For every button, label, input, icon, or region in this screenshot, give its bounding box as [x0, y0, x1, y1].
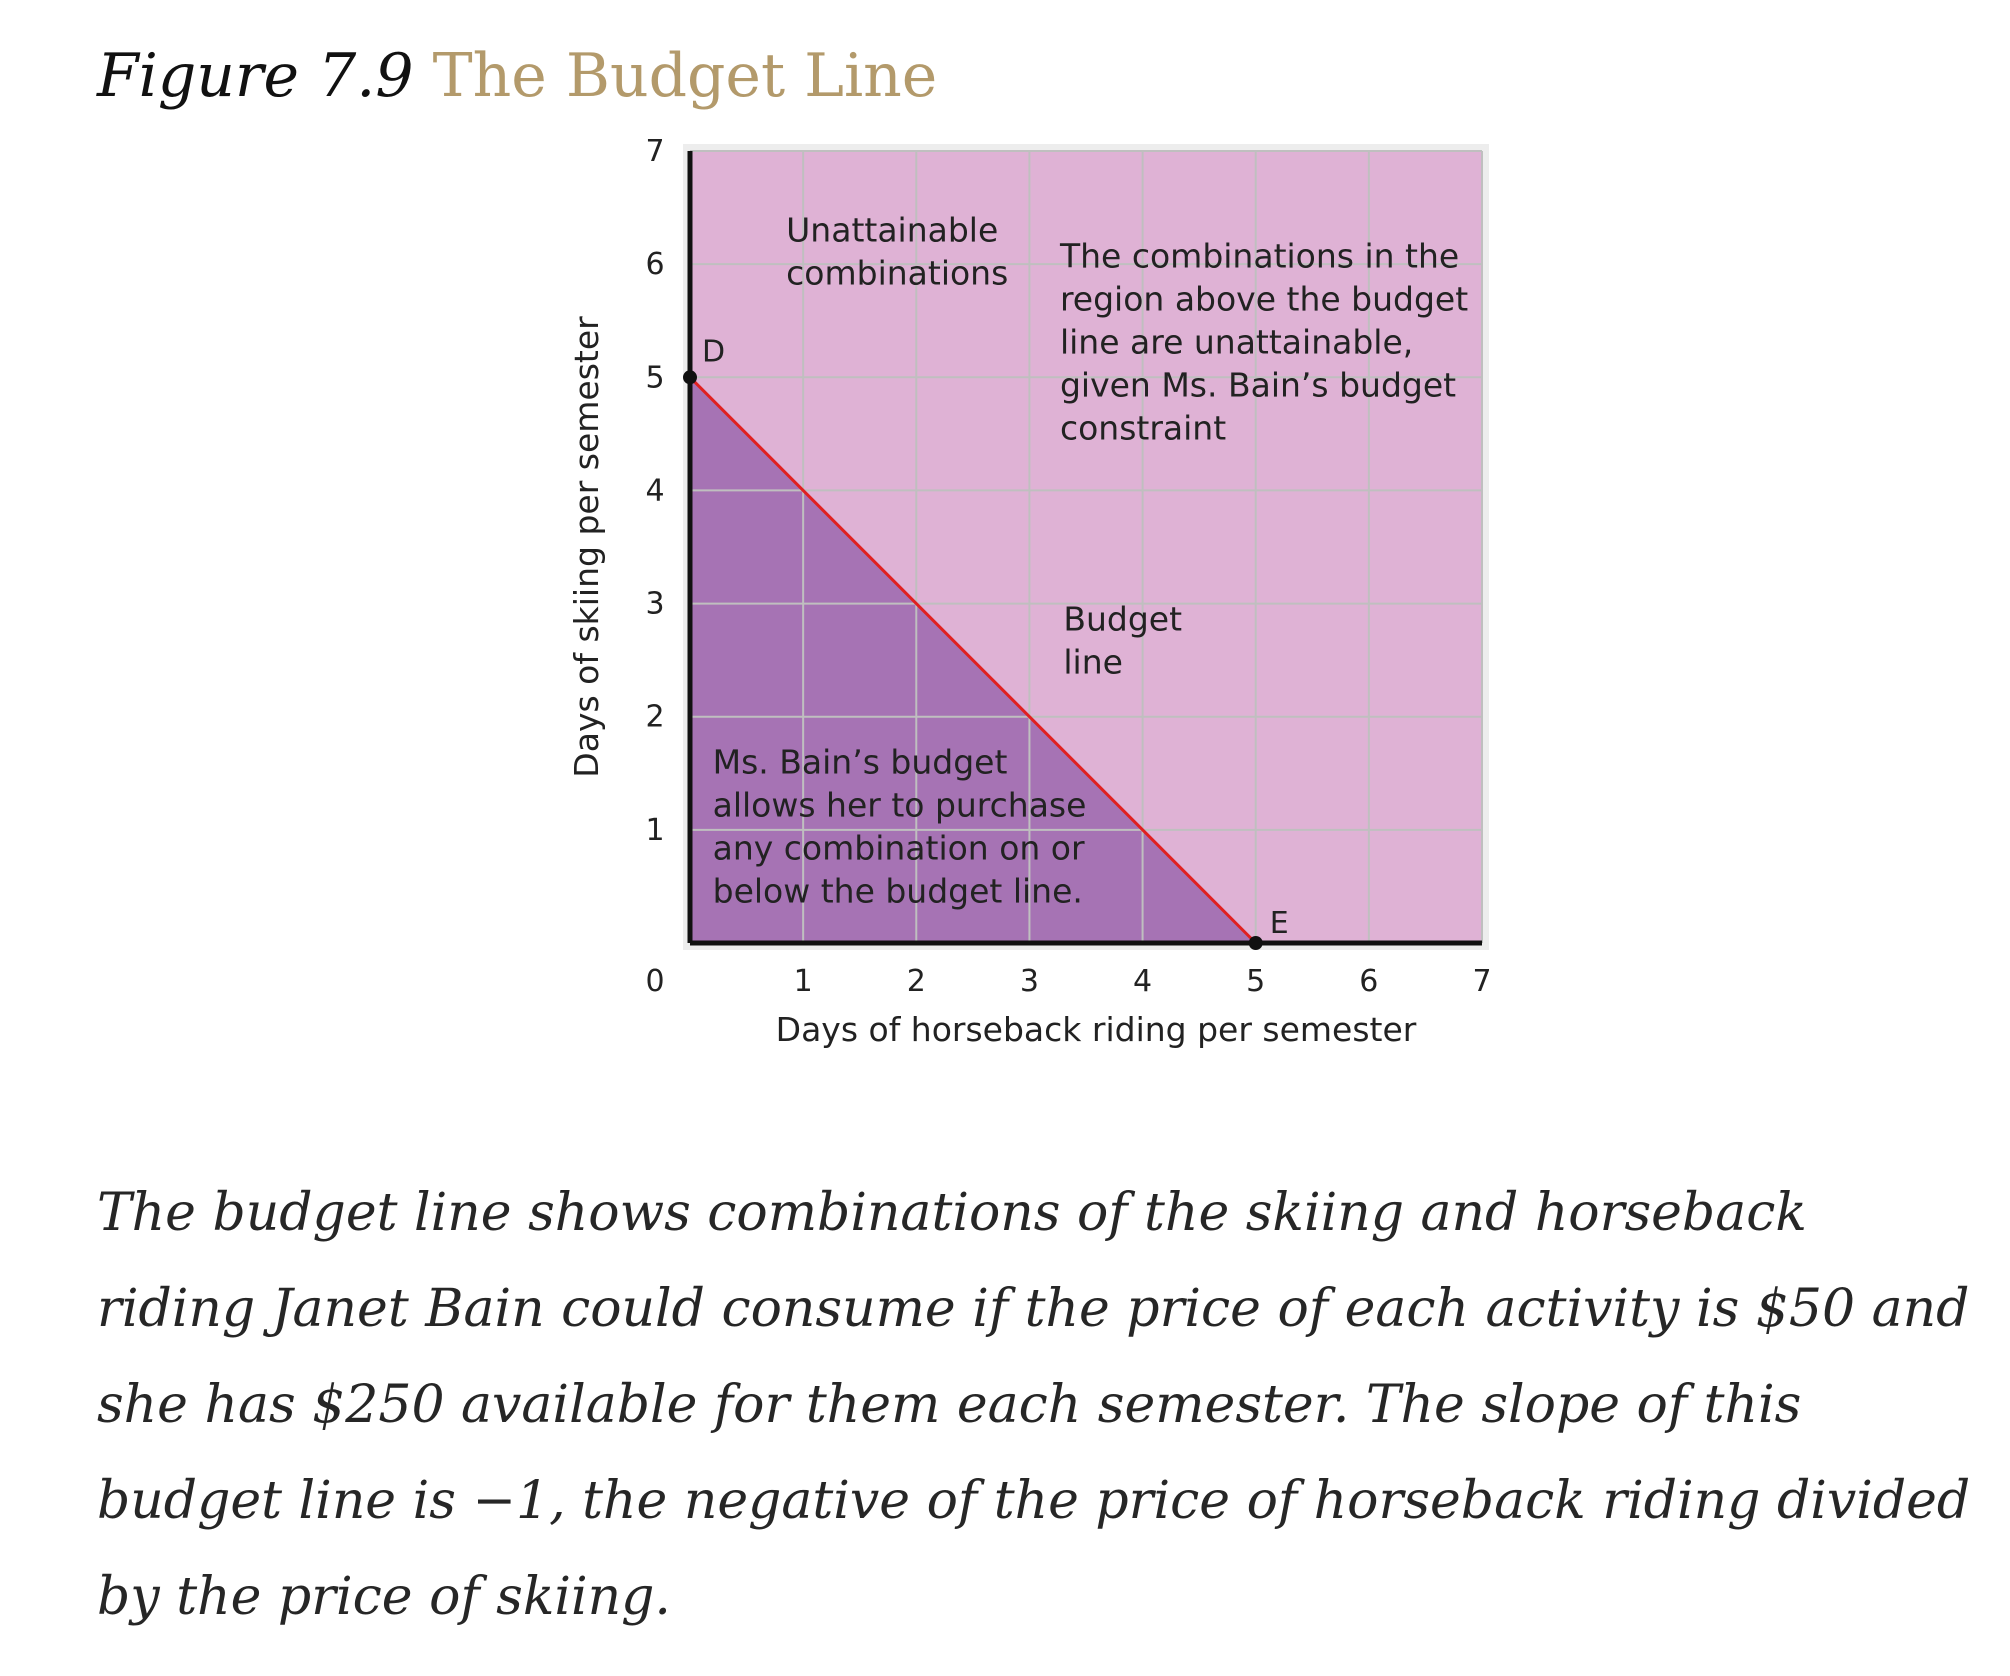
point-e: [1248, 936, 1263, 950]
annotation-explain_below-line: any combination on or: [713, 828, 1085, 867]
annotation-budget_line_label: Budget line: [1063, 600, 1182, 682]
annotation-explain_above-line: line are unattainable,: [1060, 323, 1413, 362]
annotation-budget_line_label-line: Budget: [1063, 600, 1182, 639]
x-tick-label-7: 7: [1472, 964, 1491, 999]
annotation-explain_below-line: Ms. Bain’s budget: [713, 742, 1008, 781]
annotation-explain_below-line: allows her to purchase: [713, 785, 1087, 824]
x-tick-label-5: 5: [1246, 964, 1265, 999]
y-axis-title: Days of skiing per semester: [567, 316, 606, 778]
figure-name: The Budget Line: [432, 41, 938, 111]
annotation-explain_above-line: region above the budget: [1060, 280, 1468, 319]
y-tick-label-7: 7: [645, 134, 664, 169]
y-tick-label-3: 3: [645, 587, 664, 622]
x-axis-title: Days of horseback riding per semester: [776, 1010, 1417, 1049]
x-tick-label-1: 1: [794, 964, 813, 999]
point-label-e: E: [1270, 906, 1289, 941]
y-tick-label-0: 0: [645, 964, 664, 999]
annotation-unattainable: Unattainable combinations: [786, 211, 1008, 293]
budget-line-chart: D E 1 2 3 4 5 6 7 0 1 2 3 4 5 6 7 Days of horseback ridin…: [567, 134, 1492, 1049]
annotation-explain_above-line: given Ms. Bain’s budget: [1060, 366, 1456, 405]
point-d: [683, 370, 697, 385]
annotation-explain_below: Ms. Bain’s budget allows her to purchase a…: [713, 742, 1087, 910]
y-tick-label-4: 4: [645, 473, 664, 508]
region-attainable: [690, 377, 1256, 943]
x-tick-label-2: 2: [907, 964, 926, 999]
x-tick-label-3: 3: [1020, 964, 1039, 999]
annotation-explain_above-line: The combinations in the: [1059, 237, 1459, 276]
series-line-0: [688, 376, 1257, 945]
chart-root: D E 1 2 3 4 5 6 7 0 1 2 3 4 5 6 7 Days of horseback ridin…: [567, 134, 1492, 1049]
x-tick-label-6: 6: [1359, 964, 1378, 999]
annotation-explain_below-line: below the budget line.: [713, 871, 1083, 910]
annotation-explain_above-line: constraint: [1060, 409, 1226, 448]
annotation-unattainable-line: Unattainable: [786, 211, 998, 250]
x-tick-label-4: 4: [1133, 964, 1152, 999]
y-tick-label-6: 6: [645, 247, 664, 282]
annotation-unattainable-line: combinations: [786, 254, 1008, 293]
y-tick-label-5: 5: [645, 360, 664, 395]
figure-title: Figure 7.9 The Budget Line: [97, 36, 937, 116]
point-label-d: D: [702, 334, 725, 369]
figure-caption: The budget line shows combinations of th…: [97, 1183, 1971, 1627]
y-tick-label-1: 1: [645, 813, 664, 848]
figure-number: Figure 7.9: [97, 41, 414, 111]
annotation-budget_line_label-line: line: [1063, 643, 1123, 682]
annotation-explain_above: The combinations in the region above the …: [1059, 237, 1468, 448]
y-tick-label-2: 2: [645, 700, 664, 735]
